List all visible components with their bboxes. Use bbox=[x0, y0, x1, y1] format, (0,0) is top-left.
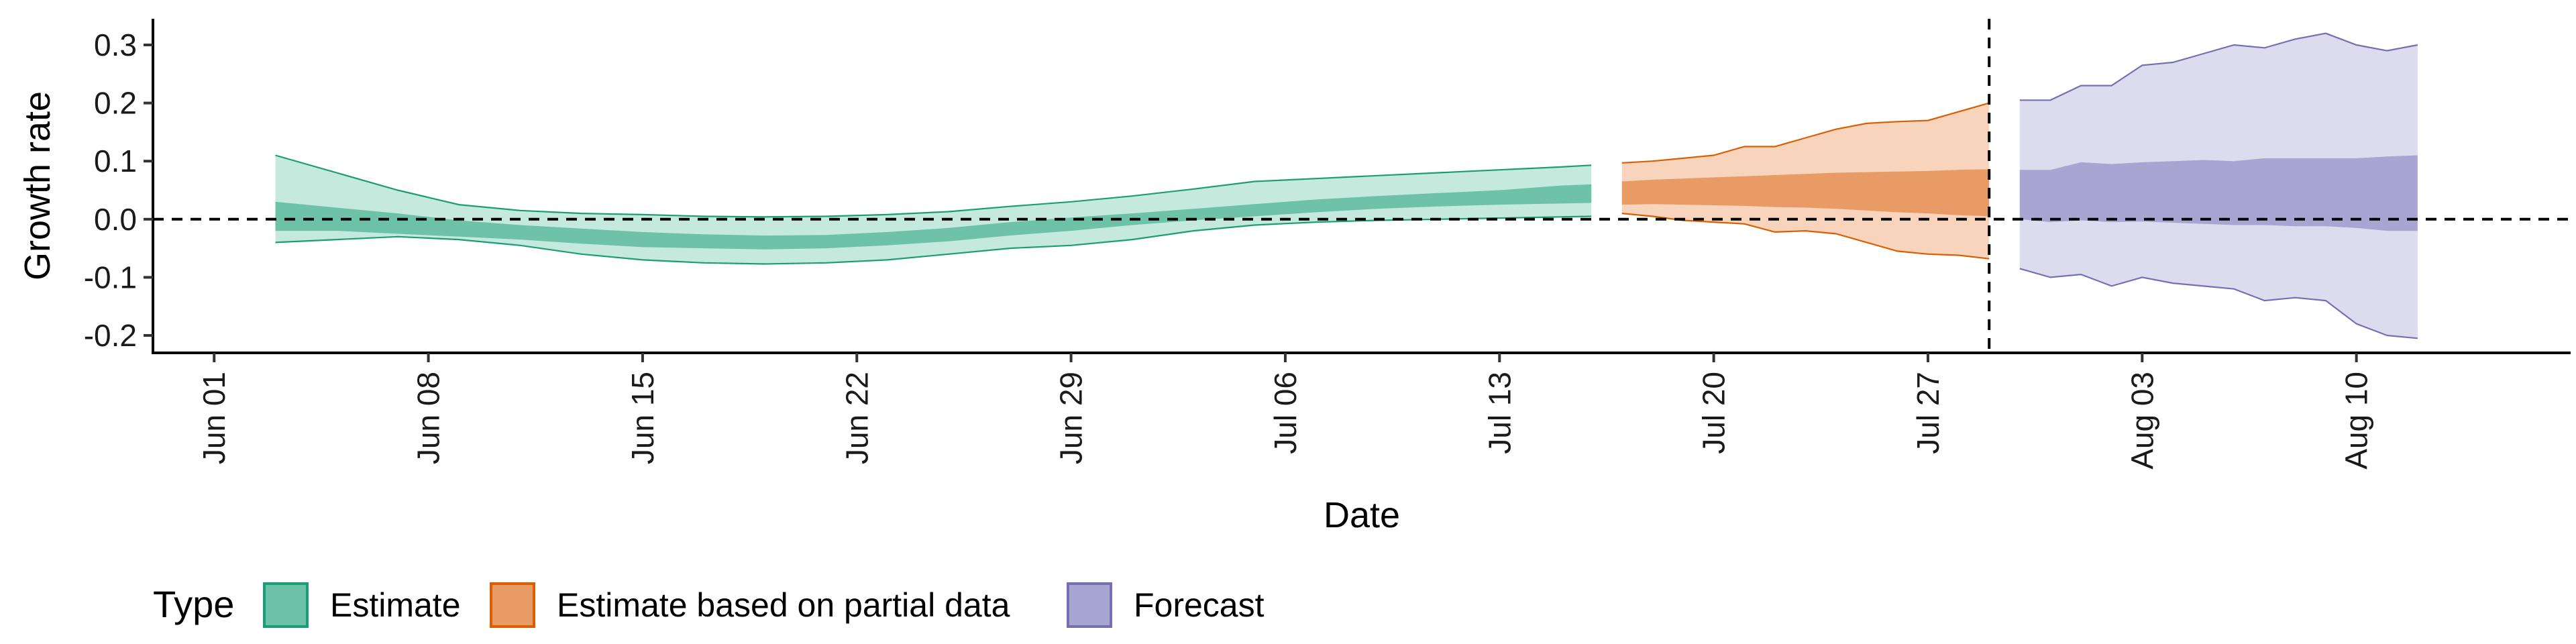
legend-key-estimate-based-on-partial-data bbox=[490, 582, 535, 628]
ribbons-layer bbox=[275, 32, 2418, 339]
legend-label-estimate-based-on-partial-data: Estimate based on partial data bbox=[557, 586, 1010, 624]
x-tick-label: Jun 15 bbox=[625, 372, 660, 464]
x-tick-label: Aug 03 bbox=[2125, 372, 2159, 470]
band-upper-edge-forecast bbox=[2019, 32, 2418, 101]
axes-layer: -0.2 -0.1 0.0 0.1 0.2 0.3 Jun 01 Jun 08 Jun 15 Ju… bbox=[17, 19, 2571, 535]
x-tick-label: Jul 13 bbox=[1482, 372, 1517, 454]
y-axis-title: Growth rate bbox=[17, 91, 58, 280]
legend-label-estimate: Estimate bbox=[330, 586, 461, 624]
legend-title: Type bbox=[153, 583, 234, 625]
x-tick-label: Jun 29 bbox=[1054, 372, 1089, 464]
legend-key-estimate bbox=[263, 582, 309, 628]
x-tick-label: Jun 01 bbox=[197, 372, 231, 464]
x-tick-label: Jul 06 bbox=[1268, 372, 1303, 454]
x-axis-title: Date bbox=[1324, 495, 1400, 535]
band-lower-edge-forecast bbox=[2019, 268, 2418, 339]
reference-lines bbox=[153, 19, 2571, 353]
x-tick-label: Jun 22 bbox=[839, 372, 874, 464]
band-50-estimate-based-on-partial-data bbox=[1621, 169, 1990, 217]
y-tick-label: 0.3 bbox=[94, 28, 137, 62]
x-tick-label: Aug 10 bbox=[2339, 372, 2374, 470]
y-tick-label: -0.1 bbox=[84, 260, 137, 294]
band-upper-edge-estimate bbox=[275, 154, 1592, 218]
y-tick-label: 0.1 bbox=[94, 144, 137, 178]
band-upper-edge-estimate-based-on-partial-data bbox=[1621, 102, 1990, 164]
y-tick-label: -0.2 bbox=[84, 318, 137, 353]
band-50-estimate bbox=[275, 184, 1592, 250]
legend-key-forecast bbox=[1067, 582, 1112, 628]
x-tick-label: Jul 27 bbox=[1911, 372, 1945, 454]
y-tick-label: 0.0 bbox=[94, 202, 137, 237]
legend: Type Estimate Estimate based on partial da… bbox=[153, 582, 1265, 628]
x-tick-label: Jul 20 bbox=[1697, 372, 1731, 454]
y-tick-label: 0.2 bbox=[94, 86, 137, 121]
x-tick-label: Jun 08 bbox=[411, 372, 446, 464]
band-90-estimate bbox=[275, 155, 1592, 264]
band-50-forecast bbox=[2019, 155, 2418, 231]
legend-label-forecast: Forecast bbox=[1134, 586, 1265, 624]
